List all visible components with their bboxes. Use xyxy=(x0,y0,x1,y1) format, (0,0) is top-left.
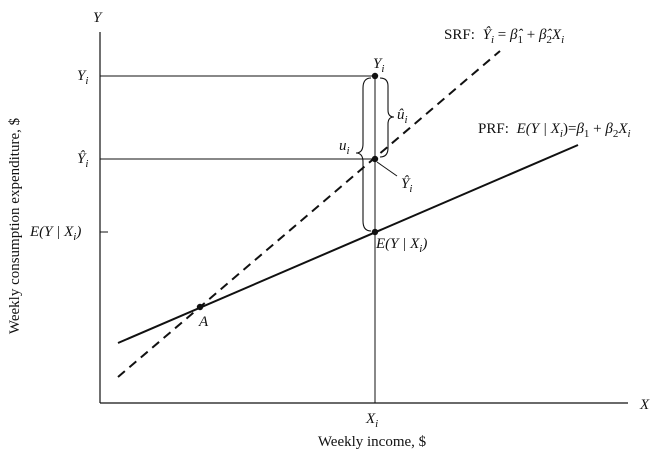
y-tick-e-y-given-x: E(Y | Xi) xyxy=(29,224,81,243)
label-uhat: ûi xyxy=(397,107,408,126)
x-tick-xi: Xi xyxy=(365,411,378,430)
uhat-brace xyxy=(379,77,395,158)
x-axis-title: Weekly income, $ xyxy=(318,434,427,450)
label-e-point: E(Y | Xi) xyxy=(375,236,427,255)
point-a xyxy=(196,303,204,311)
point-yhat xyxy=(371,155,379,163)
u-brace xyxy=(355,77,372,232)
srf-equation-label: SRF: Ŷi = β̂1 + β̂2Xi xyxy=(444,26,564,46)
label-yi-point: Yi xyxy=(373,56,384,75)
prf-equation-label: PRF: E(Y | Xi)=β1 + β2Xi xyxy=(478,121,631,140)
y-axis-title: Weekly consumption expenditure, $ xyxy=(7,117,23,334)
label-point-a: A xyxy=(198,314,209,330)
y-axis-letter: Y xyxy=(93,10,103,26)
yhat-leader-line xyxy=(376,161,398,177)
label-yhat-point: Ŷi xyxy=(401,175,412,195)
label-u: ui xyxy=(339,138,350,157)
x-axis-letter: X xyxy=(639,397,650,413)
point-yi xyxy=(371,72,379,80)
y-tick-yi: Yi xyxy=(77,68,88,87)
prf-line xyxy=(117,144,579,344)
point-e-y-given-x xyxy=(371,228,379,236)
y-tick-yhat: Ŷi xyxy=(77,150,88,170)
srf-line xyxy=(117,50,501,378)
